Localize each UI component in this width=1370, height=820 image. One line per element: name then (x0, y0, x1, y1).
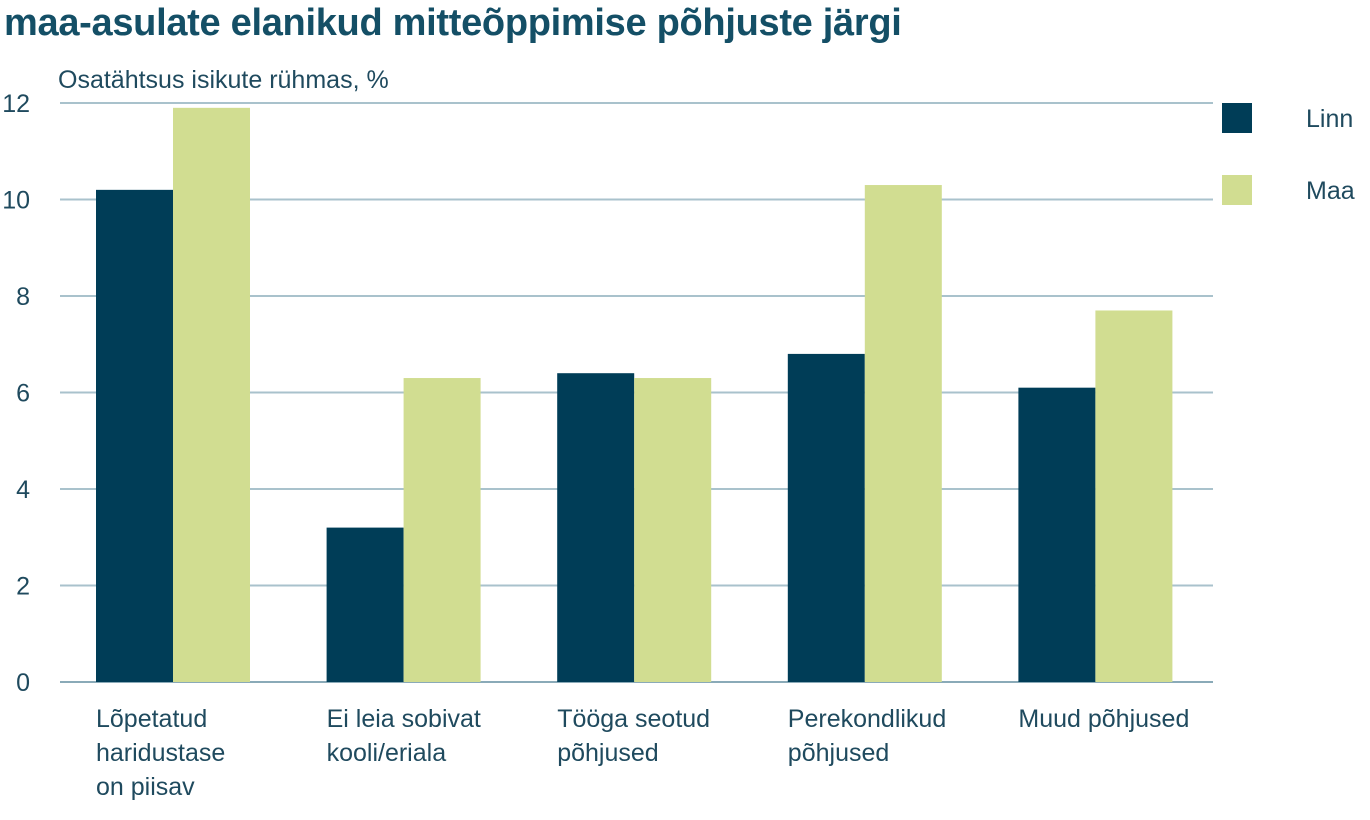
x-tick-label: Muud põhjused (1018, 705, 1189, 733)
chart-title: maa-asulate elanikud mitteõppimise põhju… (4, 2, 902, 44)
bar-linn (326, 527, 404, 682)
bar-linn (787, 353, 865, 682)
legend-label-linn: Linn (1306, 105, 1353, 133)
y-tick-label: 0 (16, 669, 30, 697)
bar-maa (634, 378, 712, 682)
x-tick-label: Ei leia sobivat kooli/eriala (327, 705, 481, 767)
legend-swatch-maa (1222, 175, 1252, 205)
x-tick-label: Tööga seotud põhjused (557, 705, 710, 767)
y-axis-label: Osatähtsus isikute rühmas, % (58, 66, 389, 94)
x-axis-labels: Lõpetatud haridustase on piisav Ei leia sob… (96, 705, 1189, 801)
y-tick-label: 4 (16, 476, 30, 504)
bar-linn (1018, 387, 1096, 682)
bar-linn (96, 189, 173, 682)
bars (96, 107, 1173, 682)
x-tick-label: Lõpetatud haridustase on piisav (96, 705, 225, 801)
y-tick-label: 10 (2, 187, 30, 215)
y-tick-label: 6 (16, 380, 30, 408)
bar-maa (1095, 310, 1173, 682)
y-tick-label: 12 (2, 90, 30, 118)
y-tick-label: 2 (16, 573, 30, 601)
legend-label-maa: Maa (1306, 177, 1355, 205)
y-tick-label: 8 (16, 283, 30, 311)
bar-linn (557, 373, 635, 682)
legend: Linn Maa (1222, 103, 1355, 205)
legend-swatch-linn (1222, 103, 1252, 133)
x-tick-label: Perekondlikud põhjused (788, 705, 946, 767)
bar-maa (403, 378, 481, 682)
bar-maa (864, 185, 942, 682)
bar-maa (173, 107, 250, 682)
y-axis-ticks: 0 2 4 6 8 10 12 (2, 90, 30, 697)
